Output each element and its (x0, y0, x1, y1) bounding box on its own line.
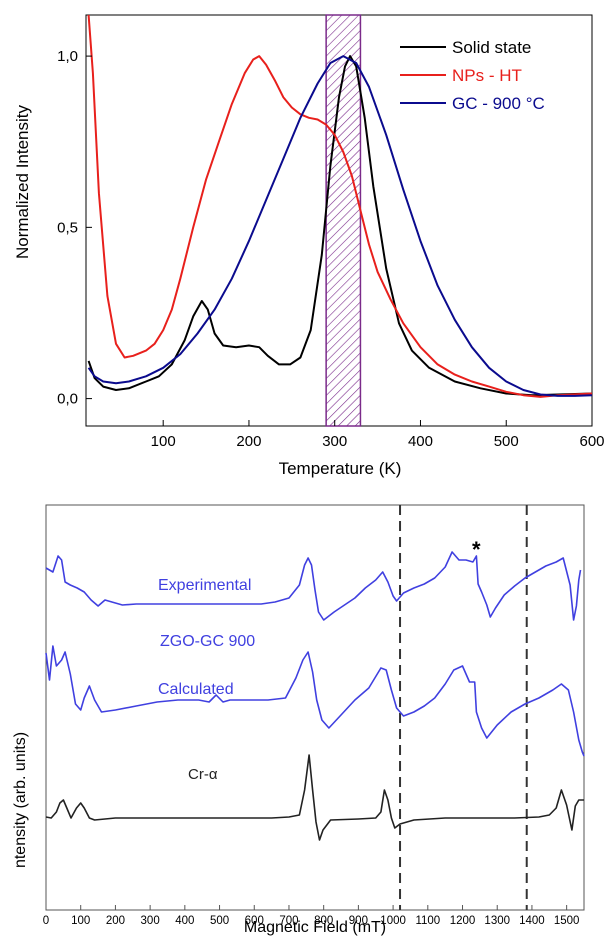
x-tick-label: 600 (579, 433, 604, 450)
x-tick-label: 100 (71, 915, 90, 927)
bottom-series-group (45, 551, 585, 841)
spectrum-label-calculated: Calculated (158, 681, 234, 698)
spectrum-label-zgo-gc-900: ZGO-GC 900 (160, 633, 255, 650)
top-y-ticks: 0,0 0,5 1,0 (57, 48, 92, 408)
x-tick-label: 1000 (380, 915, 406, 927)
x-tick-label: 500 (210, 915, 229, 927)
x-tick-label: 300 (322, 433, 347, 450)
series-line-gc-900-c (87, 55, 593, 397)
x-tick-label: 600 (245, 915, 264, 927)
y-tick-label: 0,5 (57, 219, 78, 236)
legend-label-solid-state: Solid state (452, 38, 531, 57)
spectrum-label-experimental: Experimental (158, 577, 251, 594)
bottom-vlines (399, 505, 528, 910)
spectrum-line-calculated (45, 645, 585, 757)
spectrum-line-experimental (45, 551, 582, 621)
x-tick-label: 1500 (554, 915, 580, 927)
highlight-band (325, 14, 362, 427)
x-tick-label: 700 (279, 915, 298, 927)
bottom-x-axis-label: Magnetic Field (mT) (244, 919, 386, 936)
x-tick-label: 500 (494, 433, 519, 450)
x-tick-label: 200 (236, 433, 261, 450)
x-tick-label: 200 (106, 915, 125, 927)
top-series-group (87, 14, 593, 398)
x-tick-label: 400 (175, 915, 194, 927)
x-tick-label: 1300 (484, 915, 510, 927)
legend-label-gc-900: GC - 900 °C (452, 94, 545, 113)
series-line-nps-ht (87, 14, 593, 398)
x-tick-label: 300 (141, 915, 160, 927)
y-tick-label: 1,0 (57, 48, 78, 65)
legend-label-nps-ht: NPs - HT (452, 66, 522, 85)
top-x-axis-label: Temperature (K) (279, 459, 402, 478)
x-tick-label: 1400 (519, 915, 545, 927)
x-tick-label: 1200 (450, 915, 476, 927)
x-tick-label: 800 (314, 915, 333, 927)
top-legend: Solid state NPs - HT GC - 900 °C (400, 38, 545, 113)
bottom-chart-frame (45, 504, 585, 911)
bottom-chart: 0 100 200 300 400 500 600 700 800 900 1000 1100 1200… (12, 504, 585, 936)
top-chart: 100 200 300 400 500 600 0,0 0,5 1,0 Temperature… (13, 14, 605, 478)
x-tick-label: 900 (349, 915, 368, 927)
x-tick-label: 100 (151, 433, 176, 450)
bottom-y-axis-label: ntensity (arb. units) (12, 732, 29, 868)
asterisk-marker: * (472, 537, 481, 562)
top-x-ticks: 100 200 300 400 500 600 (151, 420, 605, 450)
x-tick-label: 0 (43, 915, 49, 927)
bottom-x-ticks: 0 100 200 300 400 500 600 700 800 900 1000 1100 1200… (43, 905, 580, 927)
top-y-axis-label: Normalized Intensity (13, 105, 32, 260)
series-line-solid-state (87, 55, 593, 397)
spectrum-label-cr-alpha: Cr-α (188, 766, 218, 783)
x-tick-label: 400 (408, 433, 433, 450)
x-tick-label: 1100 (415, 915, 440, 927)
spectrum-line-cr (45, 754, 584, 841)
y-tick-label: 0,0 (57, 391, 78, 408)
